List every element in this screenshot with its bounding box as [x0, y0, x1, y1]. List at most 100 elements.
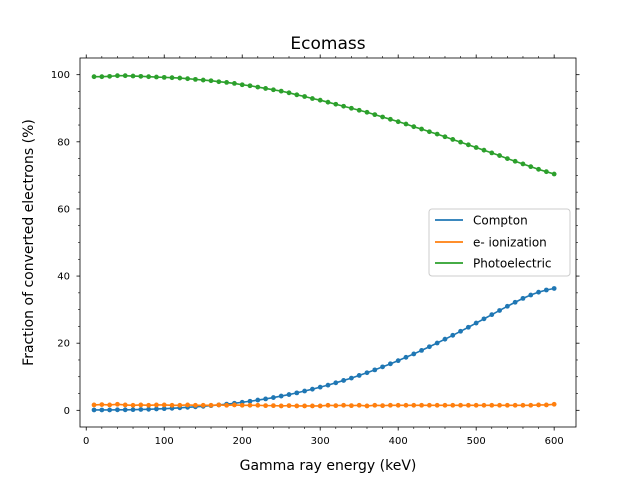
data-point-compton — [465, 324, 471, 330]
data-point-e-ionization — [364, 403, 370, 409]
data-point-compton — [99, 407, 105, 413]
legend: Compton e- ionization Photoelectric — [428, 208, 571, 277]
data-point-compton — [325, 382, 331, 388]
data-point-e-ionization — [310, 403, 315, 409]
data-point-e-ionization — [497, 402, 502, 408]
data-point-photoelectric — [442, 134, 448, 140]
data-point-photoelectric — [333, 101, 339, 107]
x-tick-label: 100 — [155, 436, 174, 447]
data-point-e-ionization — [403, 402, 409, 408]
data-point-photoelectric — [551, 171, 557, 177]
data-point-photoelectric — [130, 73, 136, 79]
data-point-photoelectric — [536, 166, 541, 172]
data-point-e-ionization — [372, 402, 378, 408]
plot-area-frame — [79, 57, 577, 428]
data-point-e-ionization — [146, 402, 152, 408]
data-point-photoelectric — [302, 94, 308, 99]
data-point-e-ionization — [232, 402, 237, 408]
data-point-e-ionization — [271, 403, 276, 409]
data-point-e-ionization — [442, 402, 448, 408]
data-point-photoelectric — [99, 74, 105, 80]
data-point-photoelectric — [317, 97, 323, 103]
data-point-compton — [154, 406, 159, 412]
y-tick-label: 0 — [64, 406, 70, 417]
data-point-compton — [263, 396, 269, 402]
data-point-photoelectric — [122, 73, 128, 79]
data-point-compton — [348, 375, 354, 381]
y-tick-label: 40 — [57, 272, 70, 283]
data-point-e-ionization — [161, 402, 167, 408]
data-point-e-ionization — [294, 403, 300, 409]
data-point-compton — [489, 312, 495, 318]
legend-label-e-ionization: e- ionization — [473, 236, 547, 250]
data-point-photoelectric — [208, 78, 214, 84]
data-point-e-ionization — [536, 402, 541, 408]
data-point-compton — [512, 299, 518, 305]
data-point-e-ionization — [278, 403, 284, 409]
data-point-e-ionization — [333, 403, 339, 409]
data-point-photoelectric — [286, 90, 292, 96]
data-point-photoelectric — [356, 107, 362, 113]
data-point-e-ionization — [99, 402, 105, 408]
data-point-photoelectric — [239, 82, 245, 88]
data-point-photoelectric — [528, 164, 534, 170]
data-point-compton — [115, 407, 120, 413]
data-point-photoelectric — [325, 99, 331, 105]
data-point-e-ionization — [115, 401, 120, 407]
data-point-e-ionization — [411, 402, 417, 408]
data-point-compton — [271, 395, 276, 400]
x-tick-label: 600 — [545, 436, 564, 447]
data-point-photoelectric — [255, 84, 261, 90]
data-point-compton — [364, 370, 370, 376]
data-point-photoelectric — [504, 156, 510, 161]
data-point-e-ionization — [419, 402, 424, 408]
data-point-e-ionization — [200, 402, 206, 408]
x-tick-label: 400 — [389, 436, 408, 447]
data-point-photoelectric — [364, 109, 370, 115]
data-point-compton — [107, 407, 113, 413]
data-point-compton — [481, 316, 487, 322]
data-point-compton — [255, 397, 261, 403]
data-point-compton — [403, 354, 409, 360]
data-point-compton — [520, 295, 526, 301]
data-point-photoelectric — [232, 81, 237, 86]
data-point-photoelectric — [278, 88, 284, 94]
y-tick-label: 100 — [51, 70, 70, 81]
data-point-compton — [294, 390, 300, 396]
data-point-photoelectric — [91, 74, 97, 80]
data-point-e-ionization — [247, 402, 253, 408]
data-point-photoelectric — [348, 105, 354, 111]
data-point-compton — [411, 351, 417, 357]
data-point-e-ionization — [255, 402, 261, 408]
data-point-compton — [536, 289, 541, 295]
data-point-e-ionization — [263, 403, 269, 409]
data-point-compton — [419, 348, 424, 353]
data-point-compton — [278, 393, 284, 399]
data-point-e-ionization — [130, 402, 136, 408]
data-point-compton — [426, 344, 432, 350]
data-point-compton — [380, 364, 385, 370]
data-point-e-ionization — [239, 402, 245, 408]
data-point-photoelectric — [411, 124, 417, 130]
data-point-compton — [286, 392, 292, 397]
data-point-photoelectric — [200, 77, 206, 83]
data-point-photoelectric — [169, 75, 175, 81]
data-point-e-ionization — [169, 402, 175, 408]
data-point-compton — [395, 358, 401, 364]
data-point-compton — [497, 308, 502, 313]
data-point-photoelectric — [247, 83, 253, 89]
data-point-compton — [356, 373, 362, 378]
series-e-ionization — [91, 401, 557, 409]
data-point-photoelectric — [481, 147, 487, 153]
data-point-photoelectric — [193, 76, 198, 82]
y-tick-label: 60 — [57, 204, 70, 215]
data-point-e-ionization — [216, 402, 222, 408]
data-point-photoelectric — [115, 73, 120, 79]
data-point-photoelectric — [395, 119, 401, 125]
data-point-compton — [310, 386, 315, 392]
data-point-e-ionization — [317, 403, 323, 409]
data-point-compton — [122, 407, 128, 413]
data-point-compton — [161, 406, 167, 412]
data-point-e-ionization — [426, 402, 432, 408]
